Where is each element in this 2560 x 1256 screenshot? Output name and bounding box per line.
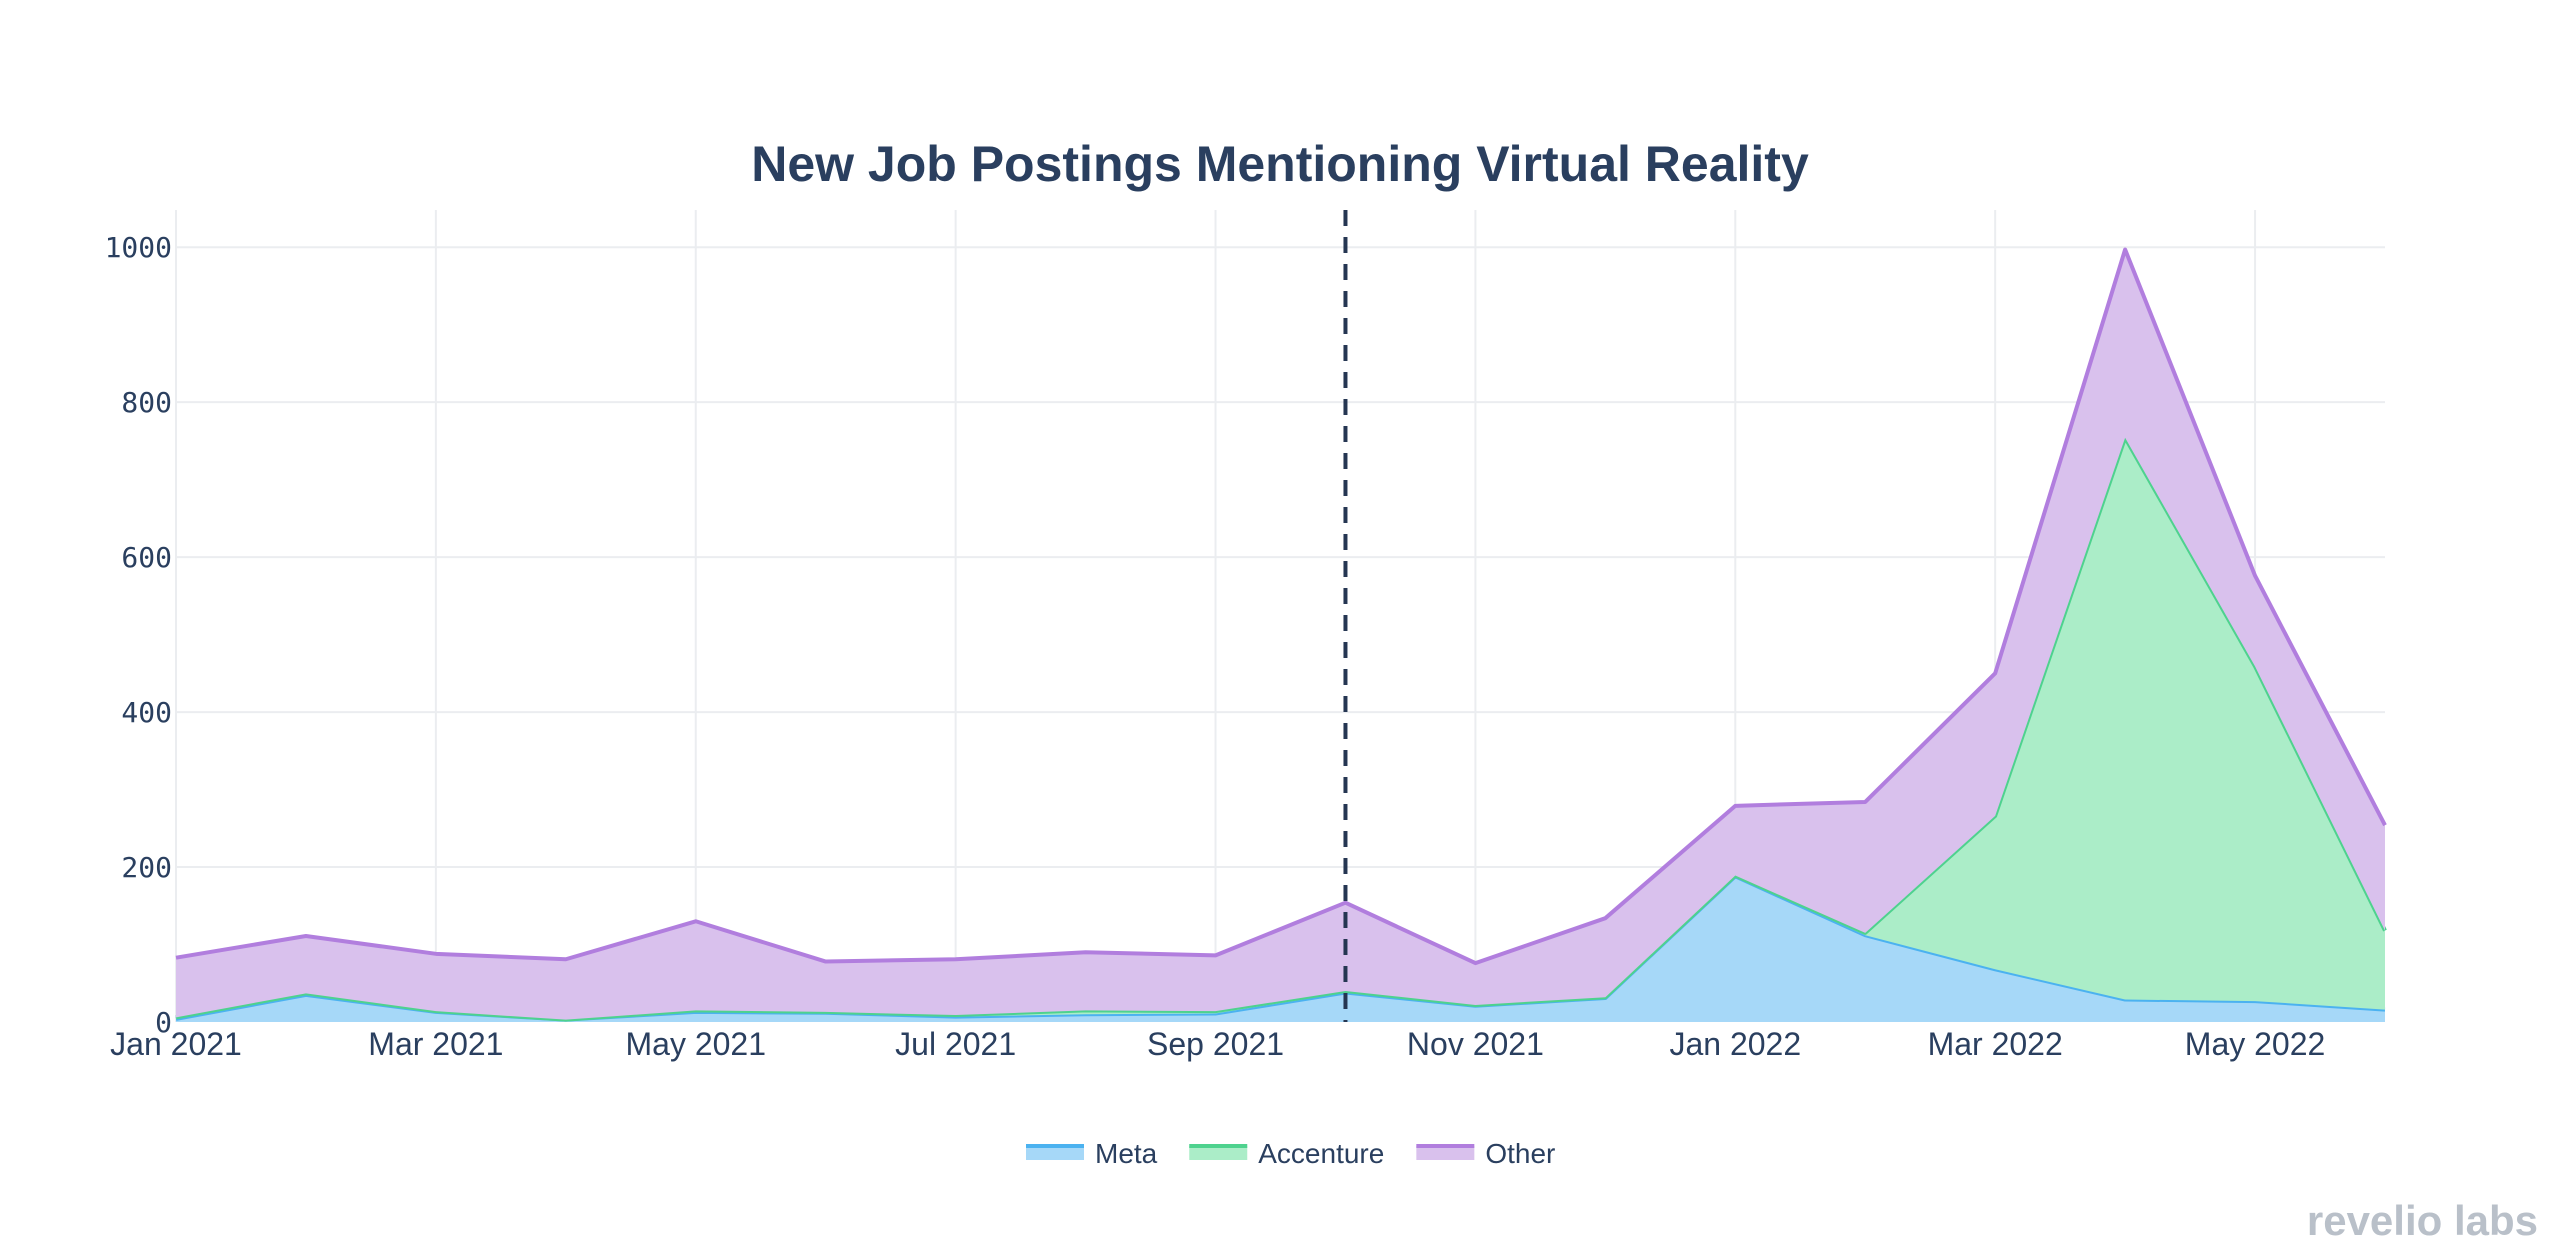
y-tick-label-0: 0 <box>155 1006 172 1039</box>
x-axis-ticks: Jan 2021 Mar 2021 May 2021 Jul 2021 Sep 2021… <box>110 1026 2325 1062</box>
x-tick-label-2: May 2021 <box>625 1026 766 1062</box>
series-areas <box>175 247 2387 1022</box>
x-tick-label-1: Mar 2021 <box>368 1026 503 1062</box>
revelio-labs-watermark: revelio labs <box>2307 1197 2538 1244</box>
x-tick-label-4: Sep 2021 <box>1147 1026 1284 1062</box>
line-other <box>175 247 2387 966</box>
x-tick-label-5: Nov 2021 <box>1407 1026 1544 1062</box>
x-tick-label-6: Jan 2022 <box>1669 1026 1801 1062</box>
y-tick-label-600: 600 <box>121 541 172 574</box>
y-tick-label-800: 800 <box>121 386 172 419</box>
y-tick-label-1000: 1000 <box>105 231 172 264</box>
x-tick-label-7: Mar 2022 <box>1928 1026 2063 1062</box>
x-tick-label-3: Jul 2021 <box>895 1026 1016 1062</box>
legend-label-other: Other <box>1485 1138 1555 1169</box>
area-meta <box>176 876 2385 1022</box>
y-tick-label-200: 200 <box>121 851 172 884</box>
legend-swatch-accenture <box>1189 1146 1248 1160</box>
area-other <box>176 249 2385 1020</box>
y-axis-ticks: 0 200 400 600 800 1000 <box>105 231 172 1039</box>
x-tick-label-8: May 2022 <box>2185 1026 2326 1062</box>
y-tick-label-400: 400 <box>121 696 172 729</box>
legend-label-meta: Meta <box>1095 1138 1158 1169</box>
legend-label-accenture: Accenture <box>1258 1138 1384 1169</box>
x-tick-label-0: Jan 2021 <box>110 1026 242 1062</box>
legend-swatch-meta <box>1026 1146 1084 1160</box>
legend: Meta Accenture Other <box>1026 1138 1555 1169</box>
chart-title: New Job Postings Mentioning Virtual Real… <box>751 136 1809 192</box>
legend-swatch-other <box>1416 1146 1475 1160</box>
area-accenture <box>176 437 2385 1020</box>
